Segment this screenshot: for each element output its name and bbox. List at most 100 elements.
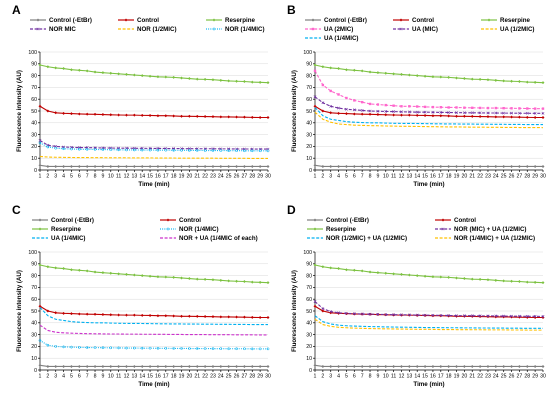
data-point xyxy=(313,69,317,73)
data-point xyxy=(384,103,387,107)
x-tick-label: 24 xyxy=(493,374,499,380)
data-point xyxy=(109,364,113,368)
y-tick-label: 40 xyxy=(31,121,37,127)
data-point xyxy=(541,364,545,368)
y-tick-label: 70 xyxy=(306,85,312,91)
data-point xyxy=(470,77,474,81)
data-point xyxy=(344,68,348,72)
x-axis-title: Time (min) xyxy=(413,181,444,188)
data-point xyxy=(211,164,215,168)
data-point xyxy=(533,280,537,284)
data-point xyxy=(109,148,113,152)
data-point xyxy=(132,148,136,152)
data-point xyxy=(455,76,459,80)
data-point xyxy=(203,364,207,368)
data-point xyxy=(337,267,341,271)
data-point xyxy=(38,363,42,367)
data-point xyxy=(180,276,184,280)
data-point xyxy=(70,147,73,151)
data-point xyxy=(258,364,262,368)
y-tick-label: 100 xyxy=(303,250,312,256)
data-point xyxy=(510,314,513,318)
data-point xyxy=(219,164,223,168)
data-point xyxy=(148,113,152,117)
data-point xyxy=(117,148,120,152)
legend-entry: NOR (1/4MIC) xyxy=(160,226,219,233)
data-point xyxy=(462,364,466,368)
series xyxy=(313,304,545,319)
data-point xyxy=(54,146,58,150)
data-point xyxy=(258,80,262,84)
data-point xyxy=(541,315,545,319)
data-point xyxy=(360,312,364,316)
data-point xyxy=(195,77,199,81)
data-point xyxy=(510,364,514,368)
x-tick-label: 21 xyxy=(469,174,475,180)
data-point xyxy=(77,345,81,349)
legend: Control (-EtBr) Control Reserpine UA (2MIC)… xyxy=(305,17,535,42)
data-point xyxy=(337,106,340,110)
data-point xyxy=(541,281,545,285)
data-point xyxy=(180,164,184,168)
legend-label: Control (-EtBr) xyxy=(324,17,367,24)
legend: Control (-EtBr) Control Reserpine NOR MIC NO… xyxy=(30,17,265,33)
series xyxy=(39,155,268,159)
series xyxy=(314,111,544,129)
data-point xyxy=(109,271,113,275)
data-point xyxy=(258,347,262,351)
data-point xyxy=(211,315,215,319)
data-point xyxy=(140,113,144,117)
legend-entry: NOR (1/2MIC) xyxy=(118,26,177,33)
series-line xyxy=(314,264,544,284)
data-point xyxy=(227,279,231,283)
data-point xyxy=(431,114,435,118)
legend-marker xyxy=(311,18,315,22)
data-point xyxy=(38,304,42,308)
y-tick-label: 90 xyxy=(31,62,37,68)
data-point xyxy=(109,313,113,317)
data-point xyxy=(463,106,466,109)
y-axis-title: Fluorescence intensity (AU) xyxy=(16,70,23,152)
data-point xyxy=(384,271,388,275)
data-point xyxy=(38,163,42,167)
data-point xyxy=(93,70,97,74)
data-point xyxy=(101,271,105,275)
x-tick-label: 27 xyxy=(517,174,523,180)
x-tick-label: 23 xyxy=(485,174,491,180)
data-point xyxy=(368,312,372,316)
data-point xyxy=(353,99,356,102)
series-line xyxy=(39,140,268,150)
data-point xyxy=(148,313,152,317)
data-point xyxy=(85,269,89,273)
data-point xyxy=(462,277,466,281)
data-point xyxy=(510,115,514,119)
data-point xyxy=(533,164,537,168)
data-point xyxy=(399,364,403,368)
x-tick-label: 27 xyxy=(242,374,248,380)
y-tick-label: 80 xyxy=(306,73,312,79)
data-point xyxy=(533,364,537,368)
data-point xyxy=(431,164,435,168)
x-tick-label: 20 xyxy=(461,174,467,180)
data-point xyxy=(478,111,482,115)
data-point xyxy=(266,281,270,285)
legend-entry: Reserpine xyxy=(206,17,255,24)
y-tick-label: 30 xyxy=(306,132,312,138)
y-tick-label: 20 xyxy=(31,144,37,150)
data-point xyxy=(407,273,411,277)
data-point xyxy=(85,364,89,368)
data-point xyxy=(101,113,105,117)
data-point xyxy=(38,63,42,67)
series-line xyxy=(39,164,268,168)
data-point xyxy=(172,275,176,279)
legend-label: UA (1/4MIC) xyxy=(51,235,86,242)
data-point xyxy=(156,114,160,118)
y-tick-label: 30 xyxy=(31,332,37,338)
data-point xyxy=(486,278,490,282)
data-point xyxy=(243,149,246,153)
legend-label: Control (-EtBr) xyxy=(51,217,94,224)
data-point xyxy=(486,164,490,168)
data-point xyxy=(407,164,411,168)
data-point xyxy=(455,164,459,168)
x-tick-label: 12 xyxy=(399,174,405,180)
